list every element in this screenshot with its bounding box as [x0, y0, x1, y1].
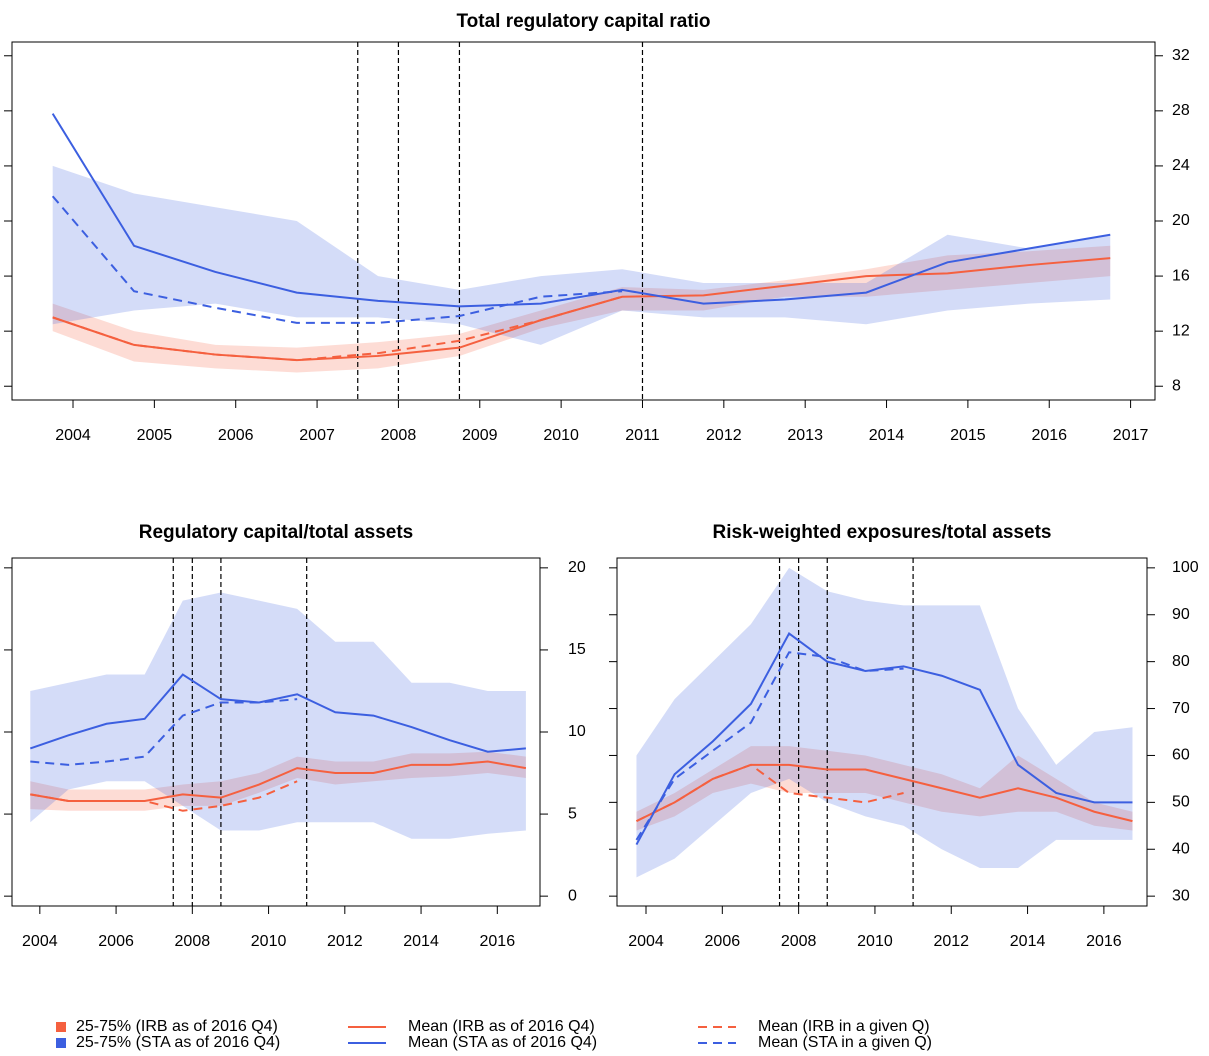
y-tick-label: 24	[1172, 157, 1190, 174]
y-tick-label: 30	[1172, 887, 1190, 904]
legend-label: Mean (IRB in a given Q)	[758, 1018, 930, 1035]
chart-title: Risk-weighted exposures/total assets	[713, 522, 1052, 543]
y-tick-label: 12	[1172, 322, 1190, 339]
y-tick-label: 20	[568, 559, 586, 576]
legend-label: Mean (STA as of 2016 Q4)	[408, 1034, 597, 1051]
y-tick-label: 50	[1172, 794, 1190, 811]
x-tick-label: 2016	[1086, 933, 1122, 950]
mean-line	[51, 113, 1111, 308]
y-tick-label: 0	[568, 887, 577, 904]
x-tick-label: 2015	[950, 427, 986, 444]
x-tick-label: 2014	[403, 933, 439, 950]
legend-swatch	[56, 1022, 66, 1032]
y-tick-label: 5	[568, 805, 577, 822]
x-tick-label: 2004	[55, 427, 91, 444]
iqr-band	[30, 592, 526, 839]
x-tick-label: 2008	[781, 933, 817, 950]
y-tick-label: 90	[1172, 606, 1190, 623]
mean-line-dashed	[30, 698, 298, 766]
y-tick-label: 28	[1172, 102, 1190, 119]
x-tick-label: 2013	[787, 427, 823, 444]
mean-line	[29, 673, 526, 753]
iqr-band	[636, 567, 1133, 878]
mean-line	[635, 632, 1133, 846]
iqr-band	[52, 165, 1111, 345]
y-tick-label: 16	[1172, 267, 1190, 284]
x-tick-label: 2008	[175, 933, 211, 950]
x-tick-label: 2007	[299, 427, 335, 444]
y-tick-label: 100	[1172, 559, 1199, 576]
mean-line-dashed	[51, 195, 623, 324]
x-tick-label: 2005	[137, 427, 173, 444]
x-tick-label: 2006	[705, 933, 741, 950]
x-tick-label: 2008	[381, 427, 417, 444]
legend-label: Mean (IRB as of 2016 Q4)	[408, 1018, 595, 1035]
x-tick-label: 2010	[543, 427, 579, 444]
x-tick-label: 2006	[218, 427, 254, 444]
x-tick-label: 2010	[857, 933, 893, 950]
y-tick-label: 60	[1172, 747, 1190, 764]
y-tick-label: 15	[568, 641, 586, 658]
y-tick-label: 70	[1172, 700, 1190, 717]
mean-line-dashed	[636, 763, 904, 823]
mean-line-dashed	[30, 780, 298, 812]
legend-swatch	[56, 1038, 66, 1048]
x-tick-label: 2012	[933, 933, 969, 950]
mean-line-dashed	[635, 651, 904, 841]
chart-title: Regulatory capital/total assets	[139, 522, 414, 543]
mean-line-dashed	[52, 295, 623, 362]
x-tick-label: 2012	[706, 427, 742, 444]
y-tick-label: 8	[1172, 377, 1181, 394]
legend-label: Mean (STA in a given Q)	[758, 1034, 932, 1051]
legend-label: 25-75% (IRB as of 2016 Q4)	[76, 1018, 278, 1035]
x-tick-label: 2016	[1031, 427, 1067, 444]
iqr-band	[636, 746, 1133, 831]
x-tick-label: 2016	[480, 933, 516, 950]
x-tick-label: 2010	[251, 933, 287, 950]
x-tick-label: 2017	[1113, 427, 1149, 444]
y-tick-label: 80	[1172, 653, 1190, 670]
x-tick-label: 2011	[625, 427, 660, 444]
legend-label: 25-75% (STA as of 2016 Q4)	[76, 1034, 280, 1051]
x-tick-label: 2014	[869, 427, 905, 444]
x-tick-label: 2009	[462, 427, 498, 444]
y-tick-label: 32	[1172, 47, 1190, 64]
x-tick-label: 2012	[327, 933, 363, 950]
x-tick-label: 2004	[22, 933, 58, 950]
x-tick-label: 2006	[98, 933, 134, 950]
y-tick-label: 10	[568, 723, 586, 740]
chart-title: Total regulatory capital ratio	[456, 11, 710, 32]
plot-frame	[616, 557, 1148, 907]
x-tick-label: 2014	[1010, 933, 1046, 950]
x-tick-label: 2004	[628, 933, 664, 950]
y-tick-label: 40	[1172, 840, 1190, 857]
y-tick-label: 20	[1172, 212, 1190, 229]
